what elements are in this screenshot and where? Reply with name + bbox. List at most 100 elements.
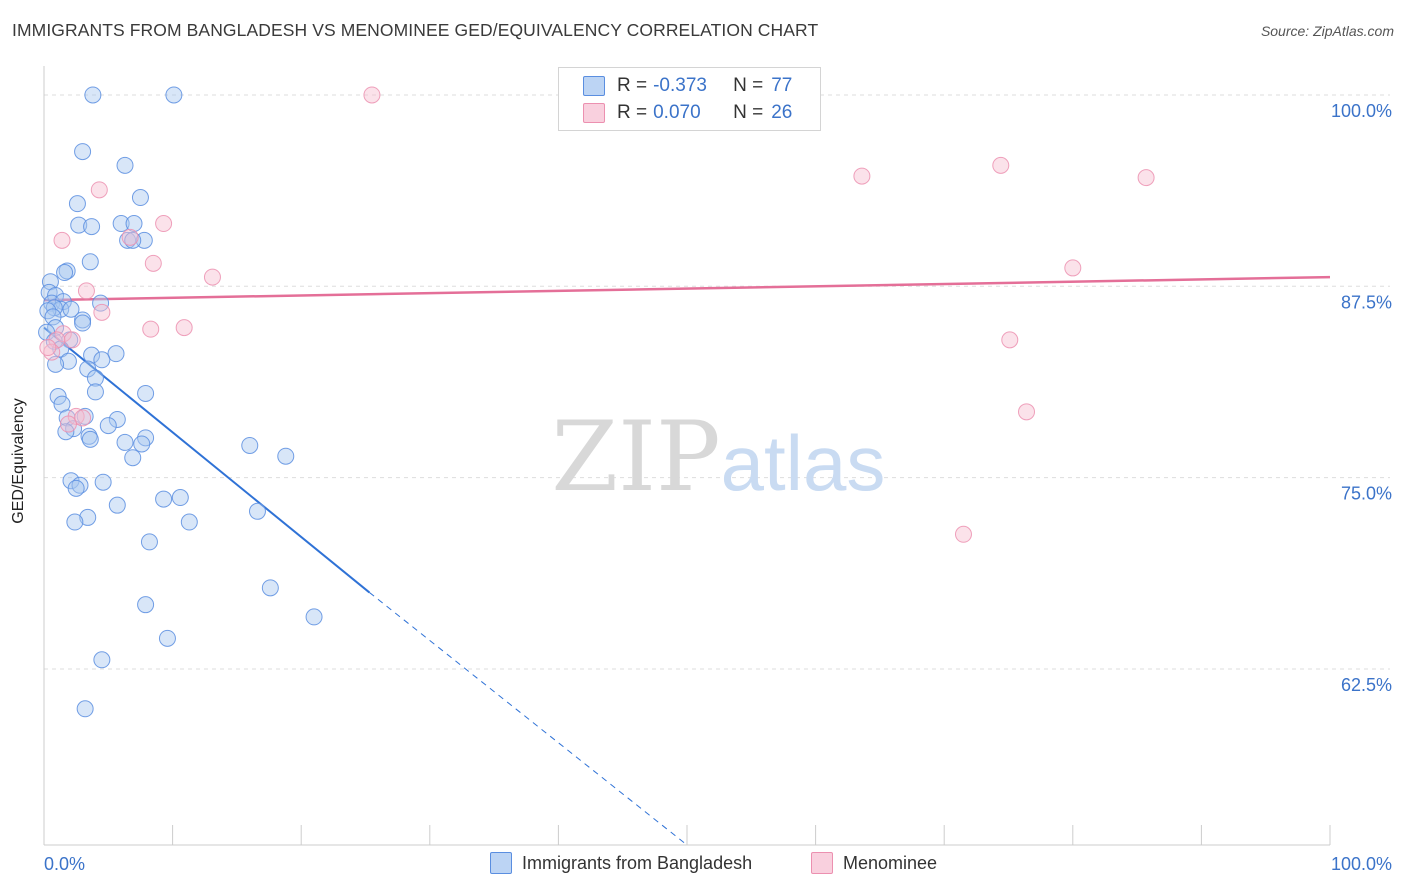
bangladesh-point [131,189,149,207]
trend-layer [43,275,1331,846]
menominee-point [992,156,1010,174]
watermark-atlas: atlas [721,419,886,507]
stats-n-value: 26 [771,102,793,123]
bangladesh-point [116,433,134,451]
bangladesh-point [49,388,67,406]
bangladesh-point [165,86,183,104]
points-layer [38,86,1155,718]
bangladesh-point [58,262,76,280]
bangladesh-point [305,608,323,626]
bangladesh-point [76,407,94,425]
bangladesh-trend-extension [369,592,688,846]
bangladesh-trend-line [43,326,370,594]
bangladesh-point [81,253,99,271]
menominee-point [59,415,77,433]
y-tick-label: 100.0% [1331,101,1392,121]
axis-layer [43,66,1331,846]
menominee-point [39,339,57,357]
bangladesh-point [248,502,266,520]
stats-r-value: 0.070 [653,102,701,123]
x-tick-label: 0.0% [44,854,85,874]
bangladesh-point [124,449,142,467]
bangladesh-point [79,508,97,526]
bangladesh-point [140,533,158,551]
menominee-point [144,254,162,272]
watermark: ZIP atlas [551,401,885,513]
bangladesh-point [86,369,104,387]
bangladesh-point [241,436,259,454]
bangladesh-point [261,579,279,597]
bangladesh-point [99,417,117,435]
bangladesh-point [84,86,102,104]
menominee-point [93,303,111,321]
bangladesh-point [70,216,88,234]
stats-n-label: N = [733,102,764,123]
menominee-point [53,231,71,249]
bangladesh-point [277,447,295,465]
bangladesh-point [171,489,189,507]
bangladesh-point [116,156,134,174]
bangladesh-point [74,143,92,161]
y-tick-label: 62.5% [1341,675,1392,695]
bangladesh-point [67,479,85,497]
stats-box: R = -0.373 N = 77 R = 0.070 N = 26 [558,67,821,131]
bangladesh-point [62,300,80,318]
stats-n-value: 77 [771,75,793,96]
bangladesh-point [93,351,111,369]
bangladesh-point [93,651,111,669]
watermark-zip: ZIP [551,401,720,513]
menominee-point [74,409,92,427]
y-tick-label: 75.0% [1341,484,1392,504]
menominee-point [54,325,72,343]
tick-label-layer: 100.0% 87.5% 75.0% 62.5% 0.0% 100.0% [44,101,1392,874]
bangladesh-point [107,345,125,363]
stats-swatch-pink [583,103,605,123]
bangladesh-point [94,473,112,491]
stats-row-menominee: R = 0.070 N = 26 [583,100,792,126]
menominee-point [63,331,81,349]
bangladesh-point [108,410,126,428]
menominee-point [1018,403,1036,421]
stats-row-bangladesh: R = -0.373 N = 77 [583,73,792,99]
bangladesh-point [108,496,126,514]
menominee-point [1001,331,1019,349]
menominee-point [1064,259,1082,277]
menominee-point [155,215,173,233]
bangladesh-point [137,384,155,402]
stats-r-label: R = [617,102,648,123]
bangladesh-point [180,513,198,531]
bangladesh-point [125,215,143,233]
bangladesh-point [66,513,84,531]
y-tick-label: 87.5% [1341,292,1392,312]
bangladesh-point [83,346,101,364]
menominee-trend-line [43,275,1331,302]
chart-title: IMMIGRANTS FROM BANGLADESH VS MENOMINEE … [12,20,819,40]
menominee-point [954,525,972,543]
bangladesh-point [56,264,74,282]
bangladesh-point [59,352,77,370]
bangladesh-point [135,231,153,249]
menominee-point [363,86,381,104]
bangladesh-point [158,629,176,647]
bangladesh-point [124,231,142,249]
legend-item-bangladesh[interactable]: Immigrants from Bangladesh [490,852,752,874]
bangladesh-point [119,231,137,249]
bangladesh-point [155,490,173,508]
stats-r-value: -0.373 [653,75,707,96]
stats-n-label: N = [733,75,764,96]
bangladesh-point [133,435,151,453]
bangladesh-point [68,195,86,213]
legend-item-menominee[interactable]: Menominee [811,852,937,874]
bangladesh-point [76,700,94,718]
menominee-point [203,268,221,286]
menominee-point [77,282,95,300]
menominee-point [175,319,193,337]
bangladesh-point [81,430,99,448]
bangladesh-point [112,215,130,233]
menominee-point [1137,169,1155,187]
menominee-point [853,167,871,185]
bangladesh-point [83,218,101,236]
grid-layer [44,94,1390,670]
bangladesh-point [137,596,155,614]
